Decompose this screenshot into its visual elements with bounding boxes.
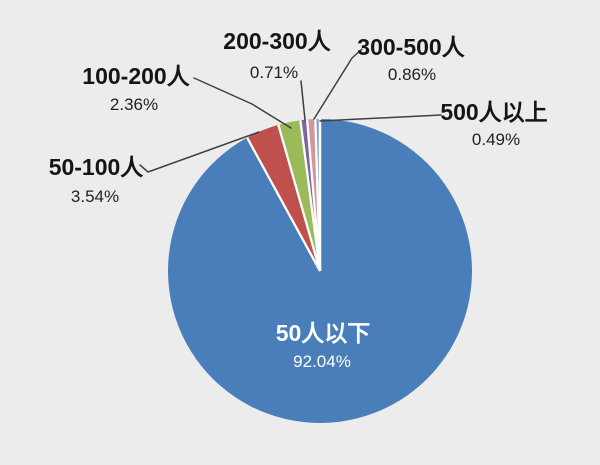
slice-label-50-100: 50-100人 <box>48 154 144 180</box>
slice-gap-line <box>246 137 322 272</box>
slice-label-200-300: 200-300人 <box>223 28 331 54</box>
pie-slice-1 <box>247 124 320 271</box>
slice-gap-line <box>305 119 322 272</box>
leader-line-300-500 <box>313 48 363 120</box>
leader-line-50-100 <box>139 131 260 173</box>
leader-line-200-300 <box>300 80 306 121</box>
slice-pct-100-200: 2.36% <box>109 95 159 114</box>
slice-pct-200-300: 0.71% <box>249 63 299 82</box>
slice-label-under-50: 50人以下 <box>275 320 371 346</box>
slice-pct-500-plus: 0.49% <box>471 130 521 149</box>
slice-gap-line <box>277 124 322 272</box>
slice-pct-300-500: 0.86% <box>387 65 437 84</box>
slice-pct-50-100: 3.54% <box>70 187 120 206</box>
leader-line-100-200 <box>193 77 292 129</box>
slice-pct-under-50: 92.04% <box>293 352 351 371</box>
slice-label-500-plus: 500人以上 <box>440 99 548 125</box>
slice-label-300-500: 300-500人 <box>357 34 465 60</box>
slice-gap-lines <box>246 119 322 272</box>
slice-label-100-200: 100-200人 <box>82 63 190 89</box>
leader-lines <box>139 48 442 173</box>
leader-line-500-plus <box>319 114 442 122</box>
